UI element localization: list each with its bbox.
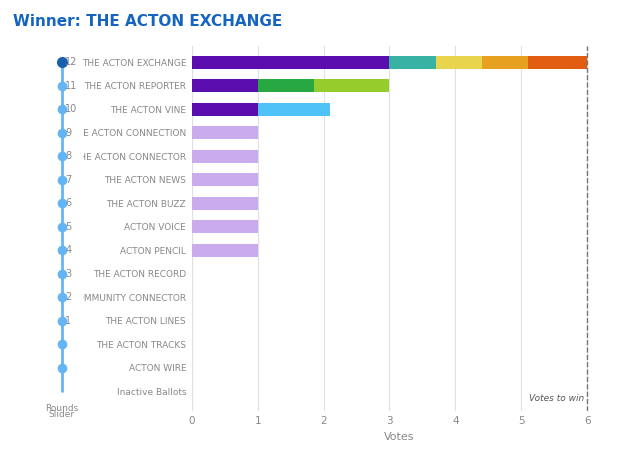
Text: 7: 7 xyxy=(65,175,72,185)
Text: 8: 8 xyxy=(65,151,72,161)
Bar xyxy=(528,56,587,69)
Text: 3: 3 xyxy=(65,269,72,279)
Bar xyxy=(192,173,258,186)
Text: 9: 9 xyxy=(65,128,72,138)
Bar xyxy=(390,56,436,69)
Bar xyxy=(192,79,258,92)
Text: 10: 10 xyxy=(65,104,78,114)
Bar xyxy=(192,103,258,116)
Bar xyxy=(192,244,258,257)
Bar xyxy=(192,197,258,210)
Text: Slider: Slider xyxy=(49,410,75,419)
Bar xyxy=(192,56,390,69)
Text: 11: 11 xyxy=(65,81,78,90)
Bar xyxy=(192,150,258,163)
Text: 2: 2 xyxy=(65,292,72,302)
Bar xyxy=(192,220,258,233)
Bar xyxy=(258,103,330,116)
Text: 4: 4 xyxy=(65,245,72,255)
Text: 1: 1 xyxy=(65,316,72,326)
Text: Votes to win: Votes to win xyxy=(528,393,584,403)
Text: Winner: THE ACTON EXCHANGE: Winner: THE ACTON EXCHANGE xyxy=(13,14,282,29)
X-axis label: Votes: Votes xyxy=(384,432,415,442)
Text: 5: 5 xyxy=(65,222,72,232)
Bar xyxy=(258,79,314,92)
Bar xyxy=(436,56,482,69)
Bar xyxy=(482,56,528,69)
Bar xyxy=(314,79,390,92)
Text: 6: 6 xyxy=(65,198,72,208)
Text: Rounds: Rounds xyxy=(45,404,78,413)
Text: 12: 12 xyxy=(65,57,78,67)
Bar xyxy=(192,126,258,139)
